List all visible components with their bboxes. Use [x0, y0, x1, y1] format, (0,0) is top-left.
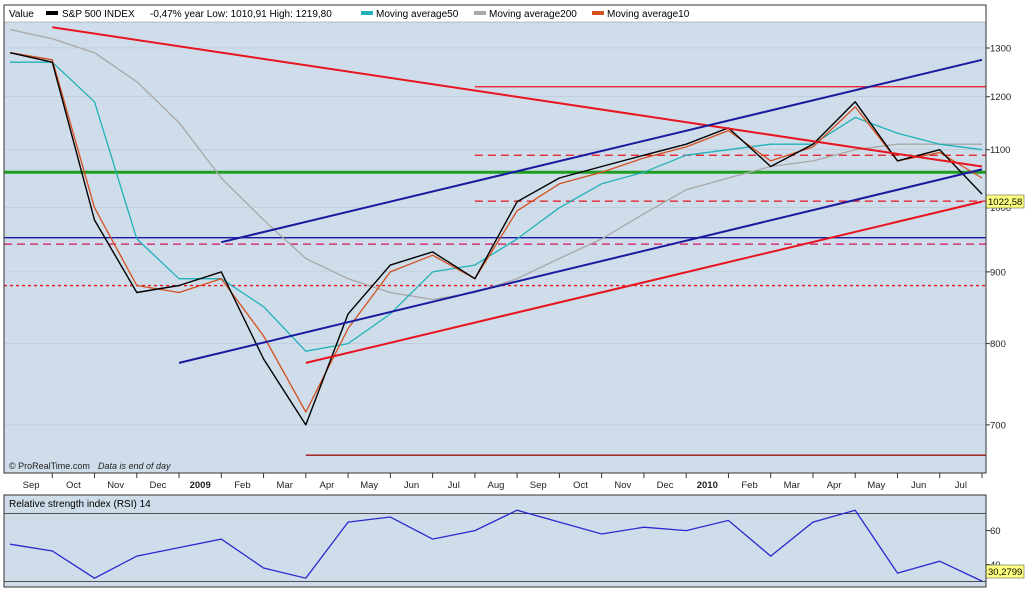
x-tick-label-Mar: Mar [784, 480, 800, 491]
x-tick-label-Sep: Sep [530, 480, 547, 491]
x-tick-label-Nov: Nov [614, 480, 631, 491]
y-tick-label-1200: 1200 [990, 92, 1011, 103]
last-price-label: 1022,58 [988, 197, 1022, 208]
y-tick-label-700: 700 [990, 420, 1006, 431]
y-tick-label-1100: 1100 [990, 145, 1010, 156]
x-tick-label-Sep: Sep [23, 480, 40, 491]
trend-line-2 [178, 168, 983, 364]
legend-ma10-label: Moving average10 [607, 9, 690, 20]
x-tick-label-Apr: Apr [320, 480, 335, 491]
legend-stats: -0,47% year Low: 1010,91 High: 1219,80 [150, 9, 332, 20]
rsi-value-label: 30,2799 [988, 567, 1022, 578]
x-tick-label-2009: 2009 [190, 480, 211, 491]
legend-value-label: Value [9, 9, 34, 20]
x-tick-label-2010: 2010 [697, 480, 718, 491]
x-tick-label-Feb: Feb [741, 480, 757, 491]
x-tick-label-Jun: Jun [911, 480, 926, 491]
x-tick-label-Apr: Apr [827, 480, 842, 491]
trend-line-0 [52, 26, 983, 168]
horizontal-levels [4, 86, 986, 456]
legend-ma10-swatch [592, 11, 604, 15]
x-tick-label-Dec: Dec [149, 480, 166, 491]
legend-ma200-swatch [474, 11, 486, 15]
y-tick-label-800: 800 [990, 339, 1006, 350]
legend: Value S&P 500 INDEX -0,47% year Low: 101… [9, 9, 690, 20]
x-tick-label-Jul: Jul [448, 480, 460, 491]
x-tick-label-Nov: Nov [107, 480, 124, 491]
rsi-line [9, 509, 983, 582]
series-s-p-500-index [9, 52, 983, 426]
x-tick-label-Oct: Oct [573, 480, 588, 491]
x-axis: Sep Oct Nov Dec 2009 Feb Mar Apr May Jun Jul Aug Sep… [23, 473, 983, 491]
trend-line-1 [221, 58, 983, 244]
y-tick-label-1000: 1000 [990, 203, 1011, 214]
watermark-note: Data is end of day [98, 461, 171, 471]
rsi-panel [4, 495, 986, 587]
series-moving-average10 [9, 52, 983, 413]
x-tick-label-Mar: Mar [277, 480, 293, 491]
legend-ma200-label: Moving average200 [489, 9, 577, 20]
x-tick-label-Feb: Feb [234, 480, 250, 491]
x-tick-label-Oct: Oct [66, 480, 81, 491]
legend-ma50-label: Moving average50 [376, 9, 459, 20]
rsi-tick-label-60: 60 [990, 526, 1001, 537]
trend-lines [52, 26, 983, 364]
x-tick-label-Jun: Jun [404, 480, 419, 491]
watermark-brand: © ProRealTime.com [9, 461, 90, 471]
legend-index-label: S&P 500 INDEX [62, 9, 135, 20]
rsi-title: Relative strength index (RSI) 14 [9, 499, 151, 510]
x-tick-label-May: May [867, 480, 885, 491]
legend-ma50-swatch [361, 11, 373, 15]
series-layer [9, 28, 983, 426]
trend-line-3 [305, 200, 983, 364]
legend-index-swatch [46, 11, 58, 15]
y-tick-label-900: 900 [990, 267, 1006, 278]
x-tick-label-Dec: Dec [657, 480, 674, 491]
x-tick-label-Aug: Aug [488, 480, 505, 491]
grid [4, 47, 986, 426]
x-tick-label-Jul: Jul [955, 480, 967, 491]
y-tick-label-1300: 1300 [990, 43, 1011, 54]
x-tick-label-May: May [360, 480, 378, 491]
